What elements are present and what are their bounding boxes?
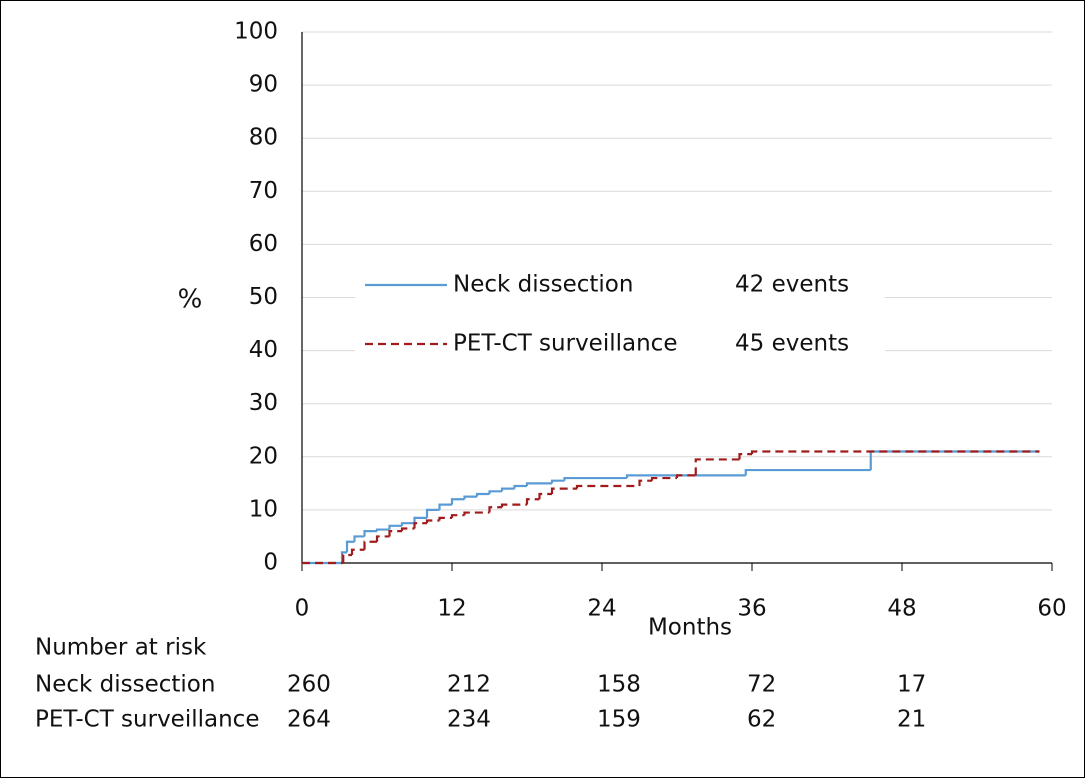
step-segment [525, 498, 540, 505]
x-tick-label: 12 [437, 596, 466, 622]
y-tick-label: 0 [263, 550, 278, 576]
step-segment [400, 522, 415, 526]
step-segment [388, 524, 402, 530]
step-segment [563, 476, 627, 481]
step-segment [342, 553, 352, 563]
y-tick-label: 10 [249, 496, 278, 522]
step-segment [400, 527, 415, 532]
step-segment [375, 528, 390, 532]
x-tick-label: 48 [887, 596, 916, 622]
step-segment [550, 487, 577, 494]
y-tick-label: 20 [249, 443, 278, 469]
step-segment [650, 476, 677, 481]
risk-value: 158 [597, 672, 641, 698]
risk-value: 62 [747, 707, 776, 733]
legend-label: PET-CT surveillance [453, 331, 677, 357]
risk-row-name: Neck dissection [35, 672, 215, 698]
step-segment [625, 474, 746, 479]
y-tick-label: 40 [249, 337, 278, 363]
legend-note: 45 events [735, 331, 849, 357]
step-segment [353, 535, 365, 542]
y-tick-label: 90 [249, 72, 278, 98]
step-segment [450, 514, 465, 518]
risk-value: 260 [287, 672, 331, 698]
x-tick-label: 24 [587, 596, 616, 622]
step-segment [450, 498, 465, 505]
step-segment [500, 487, 515, 492]
step-segment [413, 516, 427, 524]
y-axis-label: % [178, 285, 203, 315]
step-segment [694, 458, 740, 476]
step-segment [363, 540, 377, 550]
step-segment [475, 492, 490, 497]
risk-value: 234 [447, 707, 491, 733]
y-tick-label: 80 [249, 125, 278, 151]
legend-note: 42 events [735, 272, 849, 298]
y-tick-label: 30 [249, 390, 278, 416]
x-tick-label: 0 [295, 596, 310, 622]
step-segment [538, 492, 552, 500]
y-tick-label: 100 [234, 19, 278, 45]
step-segment [675, 474, 696, 479]
risk-value: 159 [597, 707, 641, 733]
step-segment [388, 530, 402, 537]
risk-value: 17 [897, 672, 926, 698]
y-tick-label: 60 [249, 231, 278, 257]
step-segment [488, 506, 502, 513]
step-segment [744, 468, 871, 476]
step-segment [463, 495, 477, 500]
step-segment [488, 490, 502, 494]
risk-table-title: Number at risk [35, 635, 207, 661]
risk-row-name: PET-CT surveillance [35, 707, 259, 733]
step-segment [575, 484, 640, 489]
risk-value: 72 [747, 672, 776, 698]
step-segment [500, 503, 527, 508]
step-segment [425, 519, 440, 524]
risk-value: 21 [897, 707, 926, 733]
step-segment [550, 479, 565, 484]
y-tick-label: 50 [249, 284, 278, 310]
step-segment [363, 530, 377, 537]
step-segment [438, 516, 452, 521]
step-segment [345, 540, 355, 553]
step-segment [638, 479, 652, 487]
risk-value: 212 [447, 672, 491, 698]
step-segment [350, 548, 365, 556]
step-segment [750, 450, 1040, 455]
y-tick-label: 70 [249, 178, 278, 204]
x-tick-label: 36 [737, 596, 766, 622]
step-segment [525, 482, 552, 487]
step-segment [425, 508, 440, 518]
step-segment [738, 453, 752, 460]
step-segment [340, 551, 347, 563]
legend-label: Neck dissection [453, 272, 633, 298]
step-segment [375, 535, 390, 542]
risk-value: 264 [287, 707, 331, 733]
x-axis-label: Months [648, 615, 732, 641]
step-segment [413, 522, 427, 529]
step-segment [438, 503, 452, 510]
x-tick-label: 60 [1037, 596, 1066, 622]
step-segment [463, 511, 490, 516]
step-segment [513, 484, 527, 489]
